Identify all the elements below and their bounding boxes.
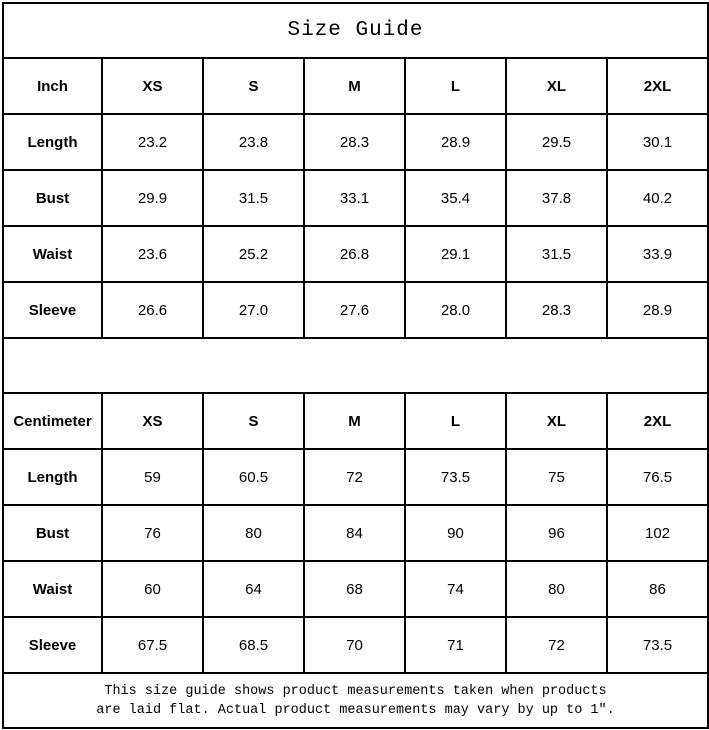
measurement-cell: 102	[606, 504, 709, 562]
size-header-s: S	[202, 57, 305, 115]
spacer-row	[2, 337, 709, 394]
row-label-bust: Bust	[2, 504, 103, 562]
row-label-sleeve: Sleeve	[2, 616, 103, 674]
size-header-xs: XS	[101, 392, 204, 450]
table-row: Bust 29.9 31.5 33.1 35.4 37.8 40.2	[2, 169, 709, 227]
measurement-cell: 23.2	[101, 113, 204, 171]
measurement-cell: 64	[202, 560, 305, 618]
size-header-2xl: 2XL	[606, 392, 709, 450]
measurement-cell: 28.9	[404, 113, 507, 171]
measurement-cell: 28.9	[606, 281, 709, 339]
size-header-2xl: 2XL	[606, 57, 709, 115]
row-label-waist: Waist	[2, 225, 103, 283]
measurement-cell: 59	[101, 448, 204, 506]
measurement-cell: 28.3	[303, 113, 406, 171]
measurement-cell: 26.6	[101, 281, 204, 339]
measurement-cell: 72	[505, 616, 608, 674]
measurement-cell: 73.5	[606, 616, 709, 674]
measurement-cell: 35.4	[404, 169, 507, 227]
measurement-cell: 37.8	[505, 169, 608, 227]
measurement-cell: 67.5	[101, 616, 204, 674]
measurement-cell: 72	[303, 448, 406, 506]
measurement-cell: 23.6	[101, 225, 204, 283]
size-header-xs: XS	[101, 57, 204, 115]
footnote-line-1: This size guide shows product measuremen…	[104, 683, 607, 699]
measurement-cell: 73.5	[404, 448, 507, 506]
measurement-cell: 76.5	[606, 448, 709, 506]
measurement-cell: 25.2	[202, 225, 305, 283]
measurement-cell: 30.1	[606, 113, 709, 171]
table-row: Waist 23.6 25.2 26.8 29.1 31.5 33.9	[2, 225, 709, 283]
measurement-cell: 40.2	[606, 169, 709, 227]
measurement-cell: 76	[101, 504, 204, 562]
row-label-bust: Bust	[2, 169, 103, 227]
measurement-cell: 60	[101, 560, 204, 618]
table-row: Bust 76 80 84 90 96 102	[2, 504, 709, 562]
measurement-cell: 29.1	[404, 225, 507, 283]
measurement-cell: 75	[505, 448, 608, 506]
measurement-cell: 86	[606, 560, 709, 618]
size-header-l: L	[404, 57, 507, 115]
measurement-cell: 90	[404, 504, 507, 562]
table-row: Waist 60 64 68 74 80 86	[2, 560, 709, 618]
measurement-cell: 29.9	[101, 169, 204, 227]
measurement-cell: 33.1	[303, 169, 406, 227]
measurement-cell: 80	[505, 560, 608, 618]
table-row: Length 23.2 23.8 28.3 28.9 29.5 30.1	[2, 113, 709, 171]
size-header-xl: XL	[505, 392, 608, 450]
measurement-cell: 29.5	[505, 113, 608, 171]
inch-header-row: Inch XS S M L XL 2XL	[2, 57, 709, 115]
measurement-cell: 28.3	[505, 281, 608, 339]
row-label-waist: Waist	[2, 560, 103, 618]
size-header-l: L	[404, 392, 507, 450]
measurement-cell: 70	[303, 616, 406, 674]
size-header-xl: XL	[505, 57, 608, 115]
unit-header-centimeter: Centimeter	[2, 392, 103, 450]
table-row: Sleeve 67.5 68.5 70 71 72 73.5	[2, 616, 709, 674]
measurement-cell: 33.9	[606, 225, 709, 283]
measurement-cell: 28.0	[404, 281, 507, 339]
measurement-cell: 27.0	[202, 281, 305, 339]
measurement-cell: 26.8	[303, 225, 406, 283]
cm-header-row: Centimeter XS S M L XL 2XL	[2, 392, 709, 450]
measurement-cell: 31.5	[505, 225, 608, 283]
table-row: Length 59 60.5 72 73.5 75 76.5	[2, 448, 709, 506]
measurement-cell: 68.5	[202, 616, 305, 674]
row-label-length: Length	[2, 448, 103, 506]
size-header-m: M	[303, 392, 406, 450]
table-row: Sleeve 26.6 27.0 27.6 28.0 28.3 28.9	[2, 281, 709, 339]
row-label-sleeve: Sleeve	[2, 281, 103, 339]
measurement-cell: 68	[303, 560, 406, 618]
size-header-s: S	[202, 392, 305, 450]
footnote: This size guide shows product measuremen…	[2, 672, 709, 729]
footnote-line-2: are laid flat. Actual product measuremen…	[96, 702, 615, 718]
measurement-cell: 80	[202, 504, 305, 562]
page-title: Size Guide	[2, 2, 709, 59]
row-label-length: Length	[2, 113, 103, 171]
measurement-cell: 74	[404, 560, 507, 618]
measurement-cell: 96	[505, 504, 608, 562]
size-header-m: M	[303, 57, 406, 115]
measurement-cell: 23.8	[202, 113, 305, 171]
measurement-cell: 84	[303, 504, 406, 562]
measurement-cell: 71	[404, 616, 507, 674]
measurement-cell: 31.5	[202, 169, 305, 227]
unit-header-inch: Inch	[2, 57, 103, 115]
measurement-cell: 60.5	[202, 448, 305, 506]
measurement-cell: 27.6	[303, 281, 406, 339]
